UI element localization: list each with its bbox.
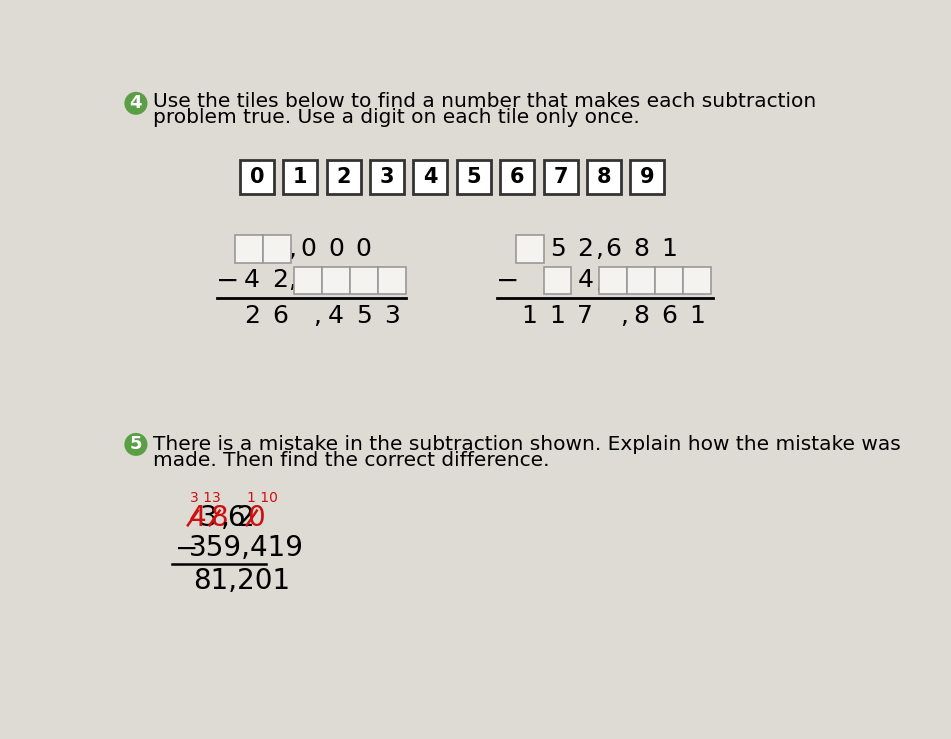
- Text: 8: 8: [210, 504, 228, 532]
- Text: 2: 2: [244, 304, 261, 328]
- Circle shape: [126, 434, 146, 455]
- Text: 4: 4: [244, 268, 261, 293]
- Text: 3: 3: [379, 167, 395, 187]
- Text: 6: 6: [606, 236, 621, 261]
- FancyBboxPatch shape: [240, 160, 274, 194]
- Text: 0: 0: [300, 236, 316, 261]
- Text: ,: ,: [288, 236, 296, 261]
- Text: 3: 3: [200, 504, 217, 532]
- Text: 4: 4: [423, 167, 437, 187]
- Text: 8: 8: [633, 236, 650, 261]
- FancyBboxPatch shape: [587, 160, 621, 194]
- FancyBboxPatch shape: [515, 235, 544, 262]
- Text: 4: 4: [129, 95, 143, 112]
- Text: ,: ,: [620, 304, 629, 328]
- Text: 7: 7: [577, 304, 593, 328]
- Text: made. Then find the correct difference.: made. Then find the correct difference.: [153, 451, 550, 470]
- Text: 4: 4: [328, 304, 344, 328]
- Text: 1 10: 1 10: [246, 491, 278, 505]
- Text: ,: ,: [595, 236, 603, 261]
- Text: 3: 3: [384, 304, 399, 328]
- FancyBboxPatch shape: [456, 160, 491, 194]
- FancyBboxPatch shape: [655, 267, 683, 294]
- Text: 0: 0: [247, 504, 265, 532]
- Text: 5: 5: [129, 435, 143, 454]
- Text: ,: ,: [313, 304, 321, 328]
- Text: ,: ,: [595, 268, 603, 293]
- Text: −: −: [216, 267, 239, 294]
- FancyBboxPatch shape: [283, 160, 318, 194]
- FancyBboxPatch shape: [414, 160, 448, 194]
- FancyBboxPatch shape: [683, 267, 711, 294]
- Text: 0: 0: [356, 236, 372, 261]
- Text: Use the tiles below to find a number that makes each subtraction: Use the tiles below to find a number tha…: [153, 92, 816, 112]
- Text: 1: 1: [661, 236, 677, 261]
- FancyBboxPatch shape: [294, 267, 322, 294]
- Text: 5: 5: [550, 236, 566, 261]
- Text: 2: 2: [238, 504, 255, 532]
- Text: 1: 1: [293, 167, 307, 187]
- Text: 6: 6: [661, 304, 677, 328]
- Text: 81,201: 81,201: [193, 568, 290, 596]
- Circle shape: [126, 92, 146, 114]
- Text: 1: 1: [689, 304, 705, 328]
- FancyBboxPatch shape: [263, 235, 291, 262]
- Text: 8: 8: [633, 304, 650, 328]
- Text: 6: 6: [272, 304, 288, 328]
- Text: 4: 4: [577, 268, 593, 293]
- Text: 4: 4: [188, 504, 206, 532]
- Text: 8: 8: [597, 167, 611, 187]
- FancyBboxPatch shape: [350, 267, 378, 294]
- Text: 6: 6: [510, 167, 524, 187]
- Text: 1: 1: [522, 304, 537, 328]
- FancyBboxPatch shape: [370, 160, 404, 194]
- Text: −: −: [175, 534, 198, 562]
- FancyBboxPatch shape: [235, 235, 263, 262]
- FancyBboxPatch shape: [378, 267, 406, 294]
- FancyBboxPatch shape: [631, 160, 665, 194]
- FancyBboxPatch shape: [599, 267, 628, 294]
- FancyBboxPatch shape: [500, 160, 534, 194]
- FancyBboxPatch shape: [628, 267, 655, 294]
- FancyBboxPatch shape: [544, 267, 572, 294]
- Text: ,: ,: [222, 504, 230, 532]
- Text: 5: 5: [356, 304, 372, 328]
- Text: ,: ,: [288, 268, 296, 293]
- Text: 2: 2: [337, 167, 351, 187]
- Text: 0: 0: [249, 167, 264, 187]
- FancyBboxPatch shape: [326, 160, 360, 194]
- Text: 5: 5: [467, 167, 481, 187]
- Text: 2: 2: [577, 236, 593, 261]
- Text: 2: 2: [272, 268, 288, 293]
- Text: 3 13: 3 13: [190, 491, 221, 505]
- Text: There is a mistake in the subtraction shown. Explain how the mistake was: There is a mistake in the subtraction sh…: [153, 435, 901, 454]
- Text: problem true. Use a digit on each tile only once.: problem true. Use a digit on each tile o…: [153, 109, 640, 127]
- Text: 7: 7: [553, 167, 568, 187]
- Text: 0: 0: [328, 236, 344, 261]
- Text: 359,419: 359,419: [188, 534, 303, 562]
- Text: 1: 1: [550, 304, 566, 328]
- Text: 6: 6: [227, 504, 245, 532]
- Text: 9: 9: [640, 167, 654, 187]
- FancyBboxPatch shape: [544, 160, 577, 194]
- FancyBboxPatch shape: [322, 267, 350, 294]
- Text: −: −: [496, 267, 519, 294]
